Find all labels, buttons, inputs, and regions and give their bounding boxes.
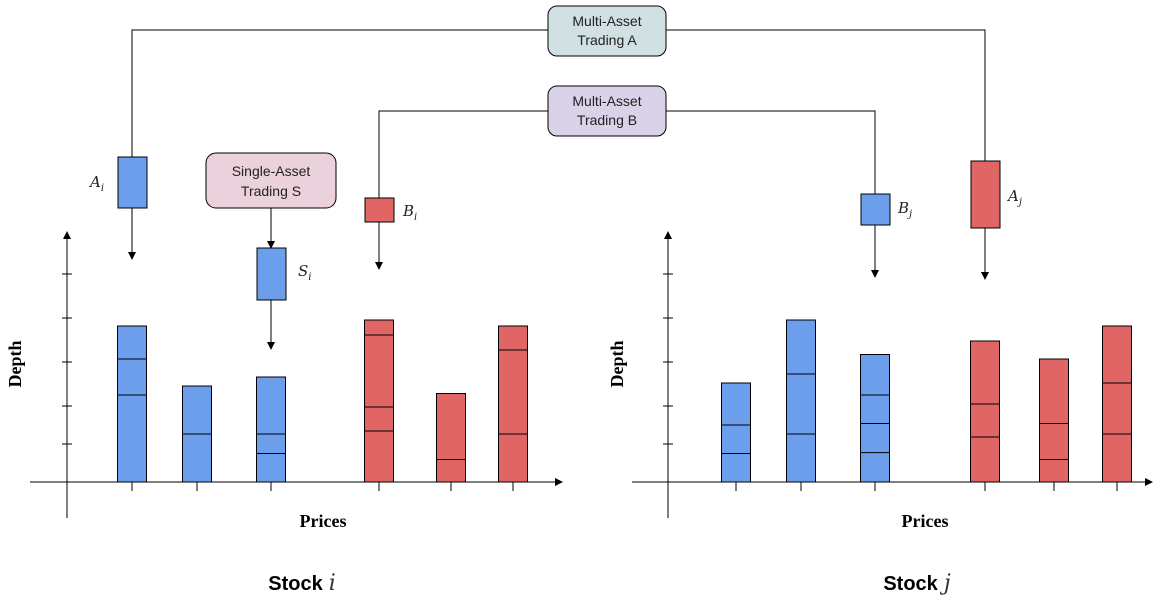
trading-box-s: Single-Asset Trading S (205, 152, 337, 209)
trading-a-line2: Trading A (577, 32, 637, 48)
order-s-i: Si (256, 208, 311, 350)
bars-stock-i (117, 319, 528, 491)
axes-right (632, 231, 1153, 518)
order-book-chart-stock-i: Depth Prices Stock i (5, 231, 563, 596)
label-b-i: Bi (402, 202, 417, 223)
stock-i-bar-4 (364, 319, 394, 483)
title-stock-j: Stock j (883, 571, 950, 596)
trading-b-line1: Multi-Asset (572, 93, 641, 109)
connector-b-to-bi (378, 110, 548, 198)
stock-j-bar-3 (860, 354, 890, 483)
trading-b-line2: Trading B (577, 112, 637, 128)
stock-i-bar-6 (498, 325, 528, 483)
title-stock-i: Stock i (268, 571, 336, 596)
stock-j-bar-1 (721, 382, 751, 483)
connector-a-to-aj (666, 29, 986, 161)
ylabel-stock-i: Depth (5, 340, 25, 387)
connector-a-to-ai (131, 29, 548, 157)
order-book-chart-stock-j: Depth Prices Stock j (607, 231, 1153, 596)
stock-j-bar-6 (1102, 325, 1132, 483)
trading-s-line2: Trading S (241, 183, 301, 199)
label-a-j: Aj (1006, 187, 1022, 208)
order-a-i: Ai (88, 156, 148, 260)
xlabel-stock-i: Prices (300, 511, 347, 531)
stock-i-bar-1 (117, 325, 147, 483)
axes-left (30, 231, 563, 518)
connector-b-to-bj (666, 110, 876, 194)
stock-j-bar-4 (970, 340, 1000, 483)
order-b-i: Bi (364, 197, 417, 270)
trading-box-b: Multi-Asset Trading B (547, 85, 667, 137)
order-a-j: Aj (970, 160, 1022, 280)
stock-j-bar-5 (1039, 358, 1069, 483)
trading-box-a: Multi-Asset Trading A (547, 5, 667, 57)
label-a-i: Ai (88, 173, 104, 194)
stock-i-bar-3 (256, 376, 286, 483)
connector-lines (131, 29, 986, 198)
label-s-i: Si (298, 262, 311, 283)
order-b-j: Bj (860, 193, 912, 278)
stock-j-bar-2 (786, 319, 816, 483)
xlabel-stock-j: Prices (902, 511, 949, 531)
bars-stock-j (721, 319, 1132, 491)
label-b-j: Bj (897, 199, 912, 220)
ylabel-stock-j: Depth (607, 340, 627, 387)
trading-a-line1: Multi-Asset (572, 13, 641, 29)
stock-i-bar-5 (436, 393, 466, 483)
trading-s-line1: Single-Asset (232, 163, 311, 179)
